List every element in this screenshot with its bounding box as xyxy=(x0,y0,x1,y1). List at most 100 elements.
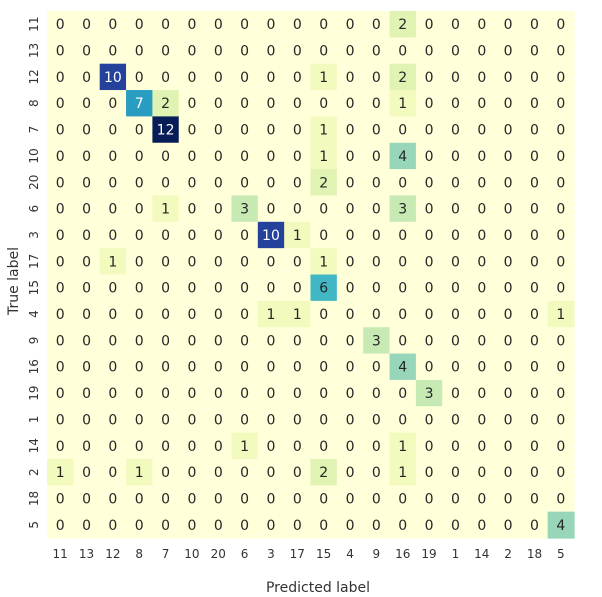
heatmap-cell xyxy=(310,142,338,170)
heatmap-cell xyxy=(494,327,522,355)
cell-value-label: 0 xyxy=(530,254,539,270)
cell-value-label: 1 xyxy=(135,465,144,481)
heatmap-cell xyxy=(389,274,417,302)
heatmap-cell xyxy=(205,221,233,249)
heatmap-cell xyxy=(442,221,470,249)
heatmap-cell xyxy=(521,63,549,91)
heatmap-cell xyxy=(521,37,549,65)
cell-value-label: 0 xyxy=(214,333,223,349)
cell-value-label: 0 xyxy=(293,17,302,33)
heatmap-cell xyxy=(284,221,312,249)
cell-value-label: 0 xyxy=(267,70,276,86)
heatmap-cell xyxy=(178,406,206,434)
heatmap-cell xyxy=(47,485,74,513)
cell-value-label: 0 xyxy=(346,360,355,376)
heatmap-cells xyxy=(47,11,575,539)
heatmap-cell xyxy=(547,11,575,38)
cell-value-label: 0 xyxy=(504,17,513,33)
heatmap-cell xyxy=(99,221,127,249)
cell-value-label: 0 xyxy=(240,175,249,191)
heatmap-cell xyxy=(363,169,391,197)
cell-value-label: 0 xyxy=(161,386,170,402)
cell-value-label: 0 xyxy=(82,254,91,270)
cell-value-label: 0 xyxy=(451,465,460,481)
cell-value-label: 0 xyxy=(372,149,381,165)
y-tick-label: 6 xyxy=(27,205,41,213)
y-tick-label: 3 xyxy=(27,231,41,239)
x-tick-label: 9 xyxy=(373,547,381,561)
heatmap-cell xyxy=(126,406,153,434)
heatmap-cell xyxy=(73,406,101,434)
cell-value-label: 0 xyxy=(504,307,513,323)
heatmap-cell xyxy=(363,195,391,223)
cell-value-label: 0 xyxy=(425,518,434,534)
heatmap-cell xyxy=(152,11,180,38)
cell-value-label: 0 xyxy=(293,149,302,165)
heatmap-cell xyxy=(442,406,470,434)
cell-value-label: 0 xyxy=(135,518,144,534)
heatmap-cell xyxy=(231,37,259,65)
x-tick-label: 14 xyxy=(474,547,489,561)
heatmap-cell xyxy=(521,485,549,513)
cell-value-label: 0 xyxy=(56,386,65,402)
cell-value-label: 0 xyxy=(451,281,460,297)
cell-value-label: 0 xyxy=(240,281,249,297)
heatmap-cell xyxy=(468,195,496,223)
heatmap-cell xyxy=(442,37,470,65)
cell-value-label: 0 xyxy=(556,96,565,112)
heatmap-cell xyxy=(336,274,364,302)
heatmap-cell xyxy=(257,274,285,302)
heatmap-cell xyxy=(468,221,496,249)
heatmap-cell xyxy=(310,406,338,434)
heatmap-cell xyxy=(205,485,233,513)
x-tick-label: 11 xyxy=(53,547,68,561)
cell-value-label: 0 xyxy=(82,333,91,349)
heatmap-cell xyxy=(99,511,127,539)
cell-value-label: 0 xyxy=(530,96,539,112)
cell-value-label: 0 xyxy=(56,360,65,376)
cell-value-label: 0 xyxy=(425,149,434,165)
cell-value-label: 0 xyxy=(451,44,460,60)
cell-value-label: 3 xyxy=(425,386,434,402)
heatmap-cell xyxy=(494,458,522,486)
cell-value-label: 0 xyxy=(135,281,144,297)
cell-value-label: 0 xyxy=(108,333,117,349)
cell-value-label: 0 xyxy=(187,254,196,270)
cell-value-label: 0 xyxy=(556,465,565,481)
heatmap-cell xyxy=(389,116,417,144)
heatmap-cell xyxy=(494,274,522,302)
cell-value-label: 0 xyxy=(372,465,381,481)
cell-value-label: 0 xyxy=(319,307,328,323)
x-tick-label: 3 xyxy=(267,547,275,561)
cell-value-label: 0 xyxy=(451,70,460,86)
cell-value-label: 0 xyxy=(267,44,276,60)
cell-value-label: 1 xyxy=(293,228,302,244)
cell-value-label: 0 xyxy=(425,254,434,270)
cell-value-label: 0 xyxy=(530,386,539,402)
heatmap-cell xyxy=(547,248,575,276)
heatmap-cell xyxy=(73,11,101,38)
heatmap-cell xyxy=(284,169,312,197)
cell-value-label: 0 xyxy=(187,412,196,428)
cell-value-label: 0 xyxy=(530,44,539,60)
heatmap-cell xyxy=(363,37,391,65)
heatmap-cell xyxy=(284,37,312,65)
heatmap-cell xyxy=(310,379,338,407)
cell-value-label: 0 xyxy=(187,281,196,297)
cell-value-label: 0 xyxy=(293,202,302,218)
cell-value-label: 0 xyxy=(319,491,328,507)
heatmap-cell xyxy=(231,432,259,460)
cell-value-label: 0 xyxy=(556,70,565,86)
cell-value-label: 0 xyxy=(346,254,355,270)
heatmap-cell xyxy=(310,116,338,144)
cell-value-label: 0 xyxy=(240,44,249,60)
heatmap-cell xyxy=(310,37,338,65)
heatmap-cell xyxy=(310,327,338,355)
cell-value-label: 0 xyxy=(556,149,565,165)
cell-value-label: 0 xyxy=(135,254,144,270)
heatmap-cell xyxy=(389,90,417,117)
cell-value-label: 0 xyxy=(372,17,381,33)
cell-value-label: 0 xyxy=(214,281,223,297)
heatmap-cell xyxy=(415,248,443,276)
